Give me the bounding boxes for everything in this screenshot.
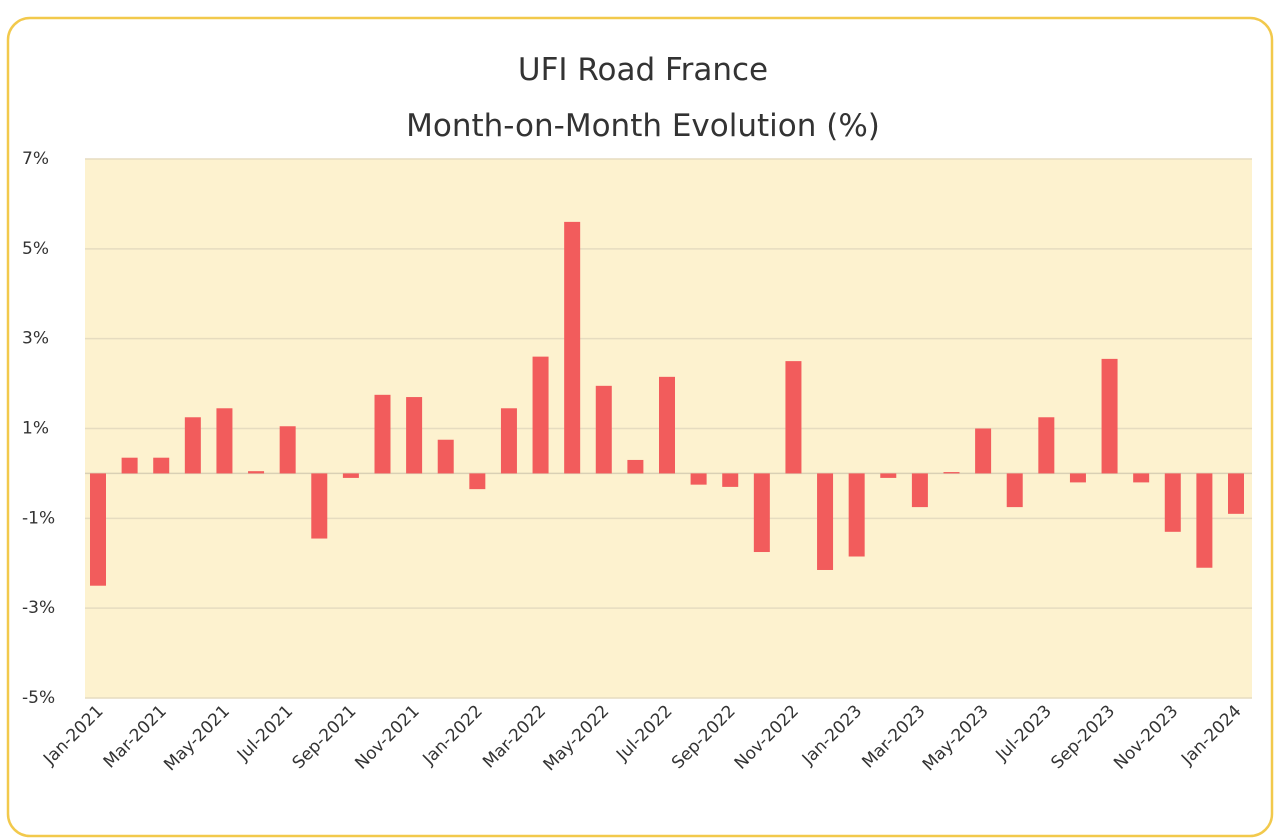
bar <box>279 426 296 474</box>
bar <box>943 472 960 474</box>
y-tick-label: 5% <box>22 239 49 259</box>
y-tick-label: -1% <box>22 508 55 528</box>
y-tick-label: -5% <box>22 688 55 708</box>
bar <box>374 394 391 474</box>
chart-subtitle: Month-on-Month Evolution (%) <box>406 108 880 144</box>
chart-title: UFI Road France <box>518 52 768 88</box>
bar <box>1196 473 1213 568</box>
y-tick-label: 7% <box>22 149 49 169</box>
y-tick-label: 3% <box>22 329 49 349</box>
bar <box>880 473 897 478</box>
bar <box>406 397 423 474</box>
bar <box>121 457 138 474</box>
bar <box>216 408 233 474</box>
bar <box>659 376 675 474</box>
bar <box>1133 473 1150 483</box>
bar <box>153 457 170 474</box>
bar <box>690 473 707 485</box>
bar <box>1006 473 1023 508</box>
bar <box>595 385 612 474</box>
bar <box>564 221 581 474</box>
bar <box>248 471 265 474</box>
bar <box>184 417 201 474</box>
bar <box>1038 417 1055 474</box>
bar <box>627 459 644 474</box>
bar <box>785 361 802 474</box>
bar <box>311 473 328 539</box>
bar <box>1069 473 1086 483</box>
bar <box>500 408 517 474</box>
bar <box>1164 473 1181 532</box>
bar <box>342 473 359 478</box>
bar <box>1228 473 1244 514</box>
bar <box>532 356 549 474</box>
bar <box>1101 358 1118 474</box>
bar <box>469 473 486 490</box>
bar <box>817 473 834 570</box>
bar <box>753 473 770 553</box>
y-tick-label: -3% <box>22 598 55 618</box>
bar <box>848 473 865 557</box>
bar <box>975 428 992 474</box>
bar <box>722 473 739 487</box>
bar <box>911 473 928 508</box>
bar <box>437 439 454 474</box>
y-tick-label: 1% <box>22 419 49 439</box>
bar <box>90 473 106 586</box>
